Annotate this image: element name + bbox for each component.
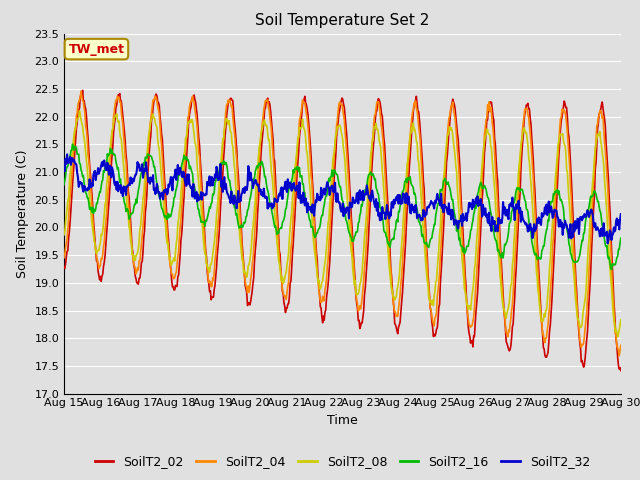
- SoilT2_08: [411, 127, 419, 132]
- SoilT2_02: [128, 245, 136, 251]
- SoilT2_16: [128, 211, 136, 216]
- SoilT2_04: [77, 88, 85, 94]
- SoilT2_08: [614, 334, 621, 340]
- SoilT2_02: [617, 368, 625, 373]
- SoilT2_02: [79, 87, 86, 93]
- SoilT2_32: [63, 152, 71, 157]
- SoilT2_02: [428, 309, 435, 315]
- SoilT2_02: [70, 160, 78, 166]
- SoilT2_32: [428, 198, 435, 204]
- SoilT2_08: [214, 196, 222, 202]
- SoilT2_32: [71, 160, 79, 166]
- SoilT2_32: [60, 163, 68, 168]
- SoilT2_04: [185, 112, 193, 118]
- Y-axis label: Soil Temperature (C): Soil Temperature (C): [16, 149, 29, 278]
- SoilT2_02: [411, 100, 419, 106]
- SoilT2_16: [428, 236, 435, 241]
- SoilT2_08: [70, 132, 78, 138]
- SoilT2_02: [60, 264, 68, 270]
- X-axis label: Time: Time: [327, 414, 358, 427]
- Title: Soil Temperature Set 2: Soil Temperature Set 2: [255, 13, 429, 28]
- SoilT2_08: [185, 119, 193, 125]
- SoilT2_08: [428, 298, 435, 303]
- Text: TW_met: TW_met: [68, 43, 124, 56]
- Line: SoilT2_08: SoilT2_08: [64, 111, 621, 337]
- SoilT2_32: [411, 209, 419, 215]
- SoilT2_04: [128, 251, 136, 256]
- SoilT2_04: [70, 143, 78, 149]
- SoilT2_02: [214, 242, 222, 248]
- Line: SoilT2_16: SoilT2_16: [64, 144, 621, 270]
- SoilT2_16: [185, 159, 193, 165]
- SoilT2_02: [185, 119, 193, 124]
- SoilT2_04: [617, 342, 625, 348]
- Line: SoilT2_32: SoilT2_32: [64, 155, 621, 243]
- SoilT2_32: [617, 211, 625, 217]
- SoilT2_16: [60, 182, 68, 188]
- SoilT2_04: [60, 255, 68, 261]
- SoilT2_16: [68, 141, 76, 147]
- SoilT2_04: [616, 353, 623, 359]
- SoilT2_08: [128, 252, 136, 258]
- SoilT2_04: [411, 102, 419, 108]
- SoilT2_32: [214, 177, 222, 183]
- SoilT2_16: [411, 190, 419, 196]
- SoilT2_16: [71, 144, 79, 149]
- SoilT2_32: [128, 180, 136, 186]
- SoilT2_04: [214, 219, 222, 225]
- Line: SoilT2_04: SoilT2_04: [64, 91, 621, 356]
- SoilT2_16: [214, 171, 222, 177]
- SoilT2_08: [76, 108, 83, 114]
- SoilT2_08: [617, 317, 625, 323]
- SoilT2_08: [60, 232, 68, 238]
- Legend: SoilT2_02, SoilT2_04, SoilT2_08, SoilT2_16, SoilT2_32: SoilT2_02, SoilT2_04, SoilT2_08, SoilT2_…: [90, 450, 595, 473]
- SoilT2_16: [607, 267, 615, 273]
- SoilT2_16: [617, 235, 625, 241]
- SoilT2_32: [604, 240, 611, 246]
- SoilT2_04: [428, 307, 435, 313]
- Line: SoilT2_02: SoilT2_02: [64, 90, 621, 371]
- SoilT2_32: [185, 172, 193, 178]
